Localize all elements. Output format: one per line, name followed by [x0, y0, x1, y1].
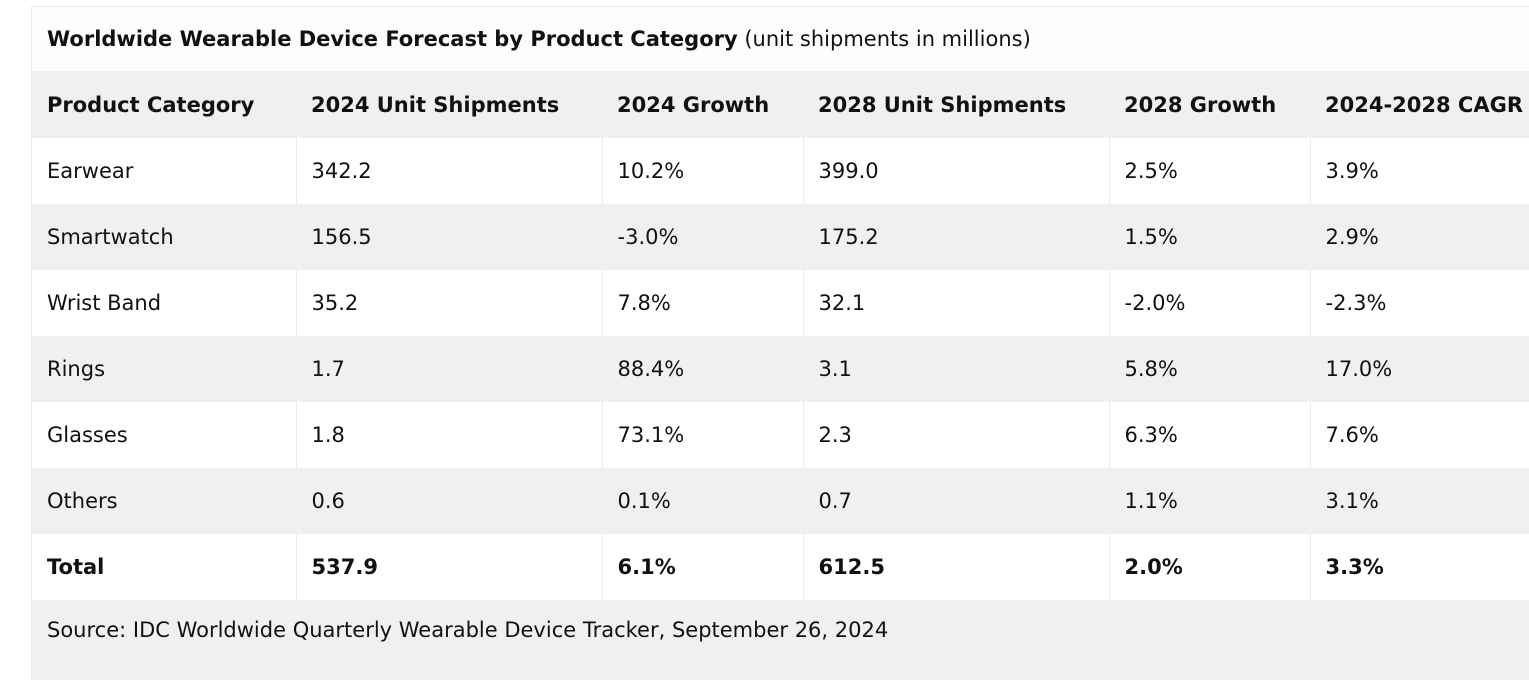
- source-note: Source: IDC Worldwide Quarterly Wearable…: [32, 600, 1529, 680]
- table-row: Others 0.6 0.1% 0.7 1.1% 3.1%: [32, 468, 1529, 534]
- cell-2028-growth: -2.0%: [1108, 270, 1310, 336]
- cell-2028-growth: 6.3%: [1108, 402, 1310, 468]
- table-header-row: Product Category 2024 Unit Shipments 202…: [32, 71, 1529, 138]
- column-header-2028-unit-shipments: 2028 Unit Shipments: [803, 71, 1109, 138]
- table-title-units: (unit shipments in millions): [737, 27, 1031, 51]
- cell-category: Glasses: [32, 402, 296, 468]
- cell-cagr: 3.9%: [1309, 138, 1529, 204]
- column-header-cagr: 2024-2028 CAGR: [1310, 71, 1529, 138]
- column-header-2028-growth: 2028 Growth: [1109, 71, 1310, 138]
- cell-category: Others: [32, 468, 296, 534]
- cell-total-2024-growth: 6.1%: [601, 534, 803, 600]
- cell-2028-shipments: 32.1: [802, 270, 1109, 336]
- cell-2028-growth: 1.5%: [1108, 204, 1310, 270]
- cell-cagr: 17.0%: [1309, 336, 1529, 402]
- cell-2028-growth: 5.8%: [1108, 336, 1310, 402]
- column-header-2024-unit-shipments: 2024 Unit Shipments: [296, 71, 602, 138]
- cell-2024-growth: -3.0%: [601, 204, 803, 270]
- cell-2024-shipments: 0.6: [295, 468, 602, 534]
- cell-total-2028-shipments: 612.5: [802, 534, 1109, 600]
- cell-total-cagr: 3.3%: [1309, 534, 1529, 600]
- cell-2028-shipments: 175.2: [802, 204, 1109, 270]
- cell-2028-shipments: 399.0: [802, 138, 1109, 204]
- cell-2028-shipments: 2.3: [802, 402, 1109, 468]
- cell-2024-shipments: 1.7: [295, 336, 602, 402]
- cell-category: Wrist Band: [32, 270, 296, 336]
- table-source-row: Source: IDC Worldwide Quarterly Wearable…: [32, 600, 1529, 680]
- cell-total-2024-shipments: 537.9: [295, 534, 602, 600]
- table-row: Glasses 1.8 73.1% 2.3 6.3% 7.6%: [32, 402, 1529, 468]
- table-row: Earwear 342.2 10.2% 399.0 2.5% 3.9%: [32, 138, 1529, 204]
- cell-2028-shipments: 3.1: [802, 336, 1109, 402]
- cell-2028-shipments: 0.7: [802, 468, 1109, 534]
- cell-category: Smartwatch: [32, 204, 296, 270]
- cell-2024-growth: 0.1%: [601, 468, 803, 534]
- table-title-bold: Worldwide Wearable Device Forecast by Pr…: [47, 27, 738, 51]
- cell-2024-growth: 73.1%: [601, 402, 803, 468]
- table-title-row: Worldwide Wearable Device Forecast by Pr…: [32, 7, 1529, 71]
- cell-2024-growth: 88.4%: [601, 336, 803, 402]
- forecast-table-container: Worldwide Wearable Device Forecast by Pr…: [31, 6, 1529, 680]
- table-row: Wrist Band 35.2 7.8% 32.1 -2.0% -2.3%: [32, 270, 1529, 336]
- cell-2024-growth: 10.2%: [601, 138, 803, 204]
- table-total-row: Total 537.9 6.1% 612.5 2.0% 3.3%: [32, 534, 1529, 600]
- cell-cagr: -2.3%: [1309, 270, 1529, 336]
- cell-2028-growth: 1.1%: [1108, 468, 1310, 534]
- cell-cagr: 2.9%: [1309, 204, 1529, 270]
- table-title: Worldwide Wearable Device Forecast by Pr…: [32, 7, 1529, 71]
- column-header-2024-growth: 2024 Growth: [602, 71, 803, 138]
- cell-2024-shipments: 156.5: [295, 204, 602, 270]
- table-row: Rings 1.7 88.4% 3.1 5.8% 17.0%: [32, 336, 1529, 402]
- cell-2024-shipments: 35.2: [295, 270, 602, 336]
- cell-total-2028-growth: 2.0%: [1108, 534, 1310, 600]
- column-header-product-category: Product Category: [32, 71, 296, 138]
- cell-category: Earwear: [32, 138, 296, 204]
- cell-2028-growth: 2.5%: [1108, 138, 1310, 204]
- cell-cagr: 7.6%: [1309, 402, 1529, 468]
- cell-cagr: 3.1%: [1309, 468, 1529, 534]
- cell-total-label: Total: [32, 534, 296, 600]
- cell-2024-growth: 7.8%: [601, 270, 803, 336]
- table-row: Smartwatch 156.5 -3.0% 175.2 1.5% 2.9%: [32, 204, 1529, 270]
- cell-2024-shipments: 1.8: [295, 402, 602, 468]
- cell-2024-shipments: 342.2: [295, 138, 602, 204]
- forecast-table: Worldwide Wearable Device Forecast by Pr…: [32, 7, 1529, 680]
- cell-category: Rings: [32, 336, 296, 402]
